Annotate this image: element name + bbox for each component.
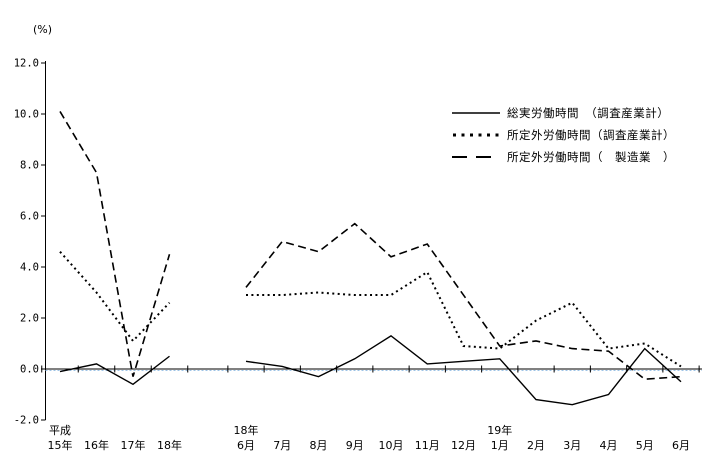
x-tick-label: 16年: [84, 438, 109, 452]
x-tick-label: 11月: [415, 439, 440, 452]
y-tick-label: 2.0: [20, 313, 39, 325]
x-tick-label-era: 18年: [234, 423, 259, 437]
x-tick-label-era: 平成: [49, 424, 71, 437]
series-line-dashed-annual: [59, 111, 171, 377]
x-tick-label: 6月: [672, 439, 690, 452]
x-tick-label: 2月: [527, 439, 545, 452]
legend-label: 所定外労働時間（調査産業計）: [507, 128, 675, 142]
dashed-line-icon: [452, 156, 498, 158]
x-tick-label: 15年: [48, 438, 73, 452]
y-tick-label: 12.0: [14, 58, 39, 70]
dotted-line-icon: [453, 133, 500, 137]
x-tick-label: 6月: [237, 439, 255, 452]
legend-label: 総実労働時間 （調査産業計）: [507, 106, 670, 120]
legend-item-overtime-all-industries: 所定外労働時間（調査産業計）: [452, 124, 675, 146]
x-tick-label: 3月: [563, 439, 581, 452]
x-tick-label: 18年: [157, 438, 182, 452]
x-tick-label: 9月: [346, 439, 364, 452]
y-axis-unit-label: (%): [33, 23, 53, 36]
series-line-dotted-monthly: [246, 270, 682, 368]
legend-item-total-hours: 総実労働時間 （調査産業計）: [452, 102, 675, 124]
y-tick-label: -2.0: [14, 415, 39, 427]
series-line-solid-monthly: [245, 334, 682, 406]
x-tick-label-era: 19年: [487, 423, 512, 437]
y-tick-label: 4.0: [20, 262, 39, 274]
series-line-dotted-annual: [59, 251, 171, 343]
x-tick-label: 7月: [273, 439, 291, 452]
legend-label: 所定外労働時間（ 製造業 ）: [507, 150, 675, 164]
x-tick-label: 5月: [636, 439, 654, 452]
x-tick-label: 4月: [600, 439, 618, 452]
y-tick-label: 10.0: [14, 109, 39, 121]
x-tick-label: 1月: [491, 439, 509, 452]
legend-item-overtime-manufacturing: 所定外労働時間（ 製造業 ）: [452, 146, 675, 168]
solid-line-icon: [452, 112, 500, 114]
x-tick-label: 17年: [121, 438, 146, 452]
series-line-solid-annual: [59, 355, 170, 386]
chart-legend: 総実労働時間 （調査産業計） 所定外労働時間（調査産業計） 所定外労働時間（ 製…: [452, 102, 675, 168]
series-line-dashed-monthly: [245, 222, 682, 381]
y-tick-label: 0.0: [20, 364, 39, 376]
x-tick-label: 10月: [379, 439, 404, 452]
y-tick-label: 8.0: [20, 160, 39, 172]
x-tick-label: 12月: [451, 439, 476, 452]
x-tick-label: 8月: [310, 439, 328, 452]
y-tick-label: 6.0: [20, 211, 39, 223]
